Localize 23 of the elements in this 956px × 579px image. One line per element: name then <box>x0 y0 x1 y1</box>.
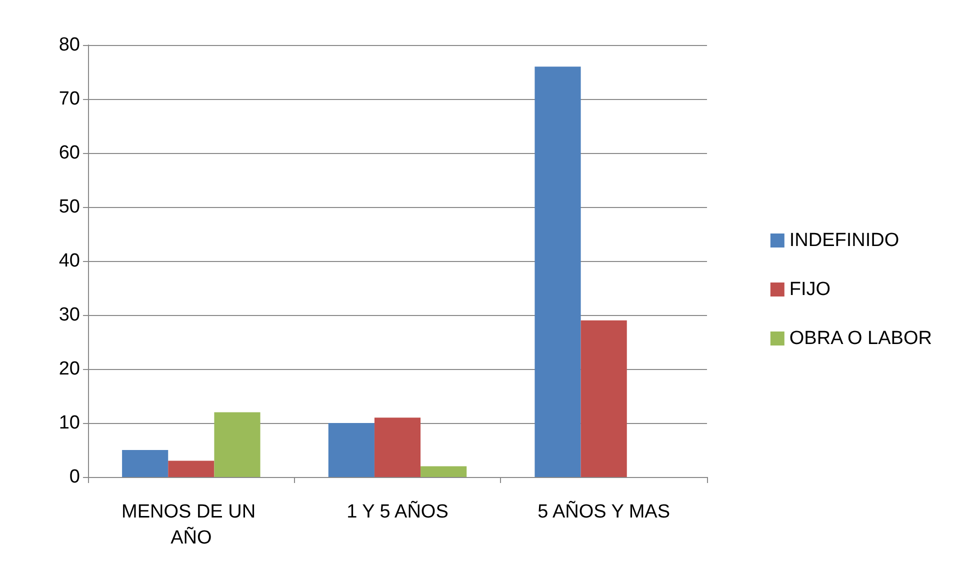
y-tick-label: 50 <box>58 196 80 218</box>
y-tick-label: 0 <box>69 466 80 488</box>
y-tick-label: 70 <box>58 88 80 110</box>
bar <box>214 412 260 477</box>
bar <box>534 66 581 477</box>
bar <box>328 423 374 477</box>
legend-label: INDEFINIDO <box>789 230 900 251</box>
bar <box>580 320 627 477</box>
x-tick-label: 1 Y 5 AÑOS <box>346 500 448 522</box>
x-tick-label: 5 AÑOS Y MAS <box>538 500 670 522</box>
y-tick-label: 30 <box>58 304 80 326</box>
y-tick-label: 10 <box>58 412 80 434</box>
legend-label: OBRA O LABOR <box>789 328 932 349</box>
y-tick-label: 80 <box>58 34 80 56</box>
bar <box>122 450 168 477</box>
y-tick-label: 20 <box>58 358 80 380</box>
y-tick-label: 40 <box>58 250 80 272</box>
bar <box>168 460 214 477</box>
bar <box>374 418 421 477</box>
legend-label: FIJO <box>789 279 831 300</box>
y-tick-label: 60 <box>58 142 80 164</box>
bar <box>420 466 467 477</box>
x-tick-label: MENOS DE UN AÑO <box>121 502 261 548</box>
